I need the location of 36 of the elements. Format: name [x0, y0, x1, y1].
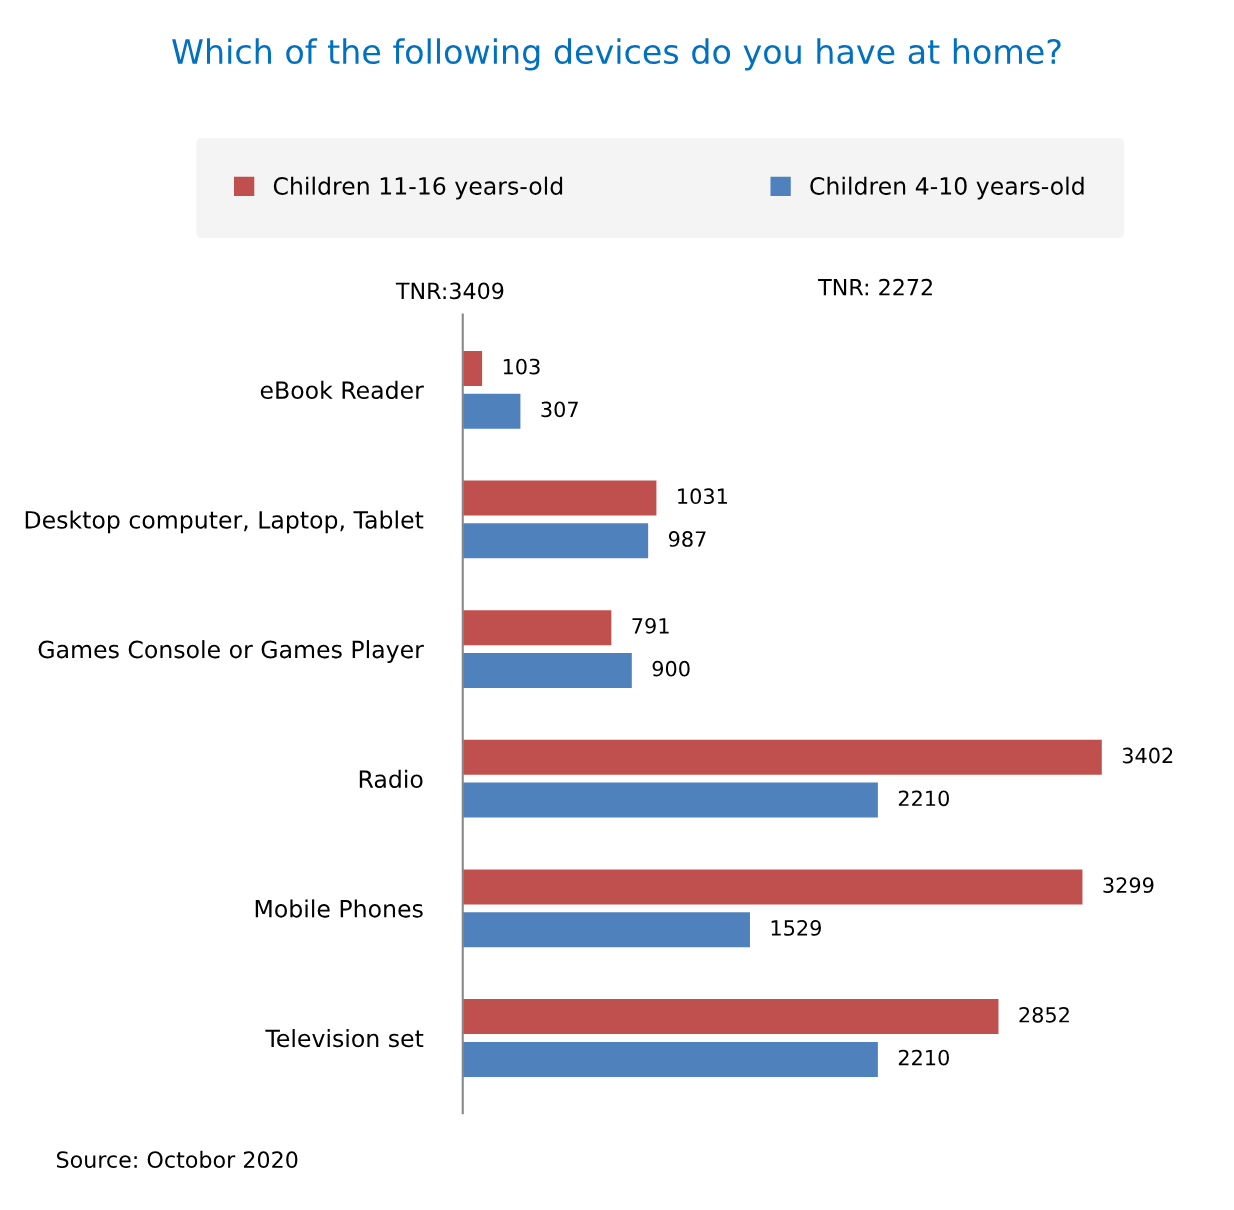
y-tick-label: eBook Reader — [260, 380, 424, 400]
legend-label: Children 4-10 years-old — [810, 176, 1084, 200]
data-label: 2210 — [898, 790, 949, 807]
data-label: 2852 — [1019, 1006, 1069, 1023]
data-label: 103 — [503, 358, 540, 375]
bar — [462, 782, 878, 818]
bar — [462, 523, 649, 559]
data-label: 1529 — [771, 920, 821, 936]
y-tick-label: Radio — [359, 769, 423, 789]
data-label: 900 — [652, 660, 690, 677]
data-label: 3299 — [1103, 877, 1154, 894]
bar — [462, 1041, 878, 1077]
text: TNR: 2272 — [818, 278, 932, 296]
legend-label: Children 11-16 years-old — [273, 176, 563, 200]
bar — [462, 652, 632, 688]
data-label: 2210 — [898, 1049, 949, 1066]
y-tick-label: Mobile Phones — [255, 899, 423, 918]
source-note: Source: Octobor 2020 — [57, 1150, 298, 1169]
y-tick-label: Desktop computer, Laptop, Tablet — [25, 510, 424, 534]
chart-title: Which of the following devices do you have at home? — [172, 38, 1061, 71]
bar — [462, 739, 1102, 775]
data-label: 791 — [632, 617, 669, 634]
bar — [462, 480, 657, 516]
data-label: 3402 — [1122, 747, 1173, 764]
bar — [462, 393, 521, 429]
y-tick-label: Games Console or Games Player — [38, 640, 424, 663]
data-label: 987 — [668, 531, 706, 547]
bar — [462, 999, 999, 1035]
data-label: 307 — [541, 401, 578, 418]
bar — [462, 912, 750, 948]
bar — [462, 350, 483, 386]
data-label: 1031 — [678, 488, 727, 505]
text: TNR:3409 — [395, 282, 504, 300]
bar — [462, 869, 1083, 905]
bar — [462, 610, 612, 646]
y-tick-label: Television set — [265, 1029, 424, 1048]
